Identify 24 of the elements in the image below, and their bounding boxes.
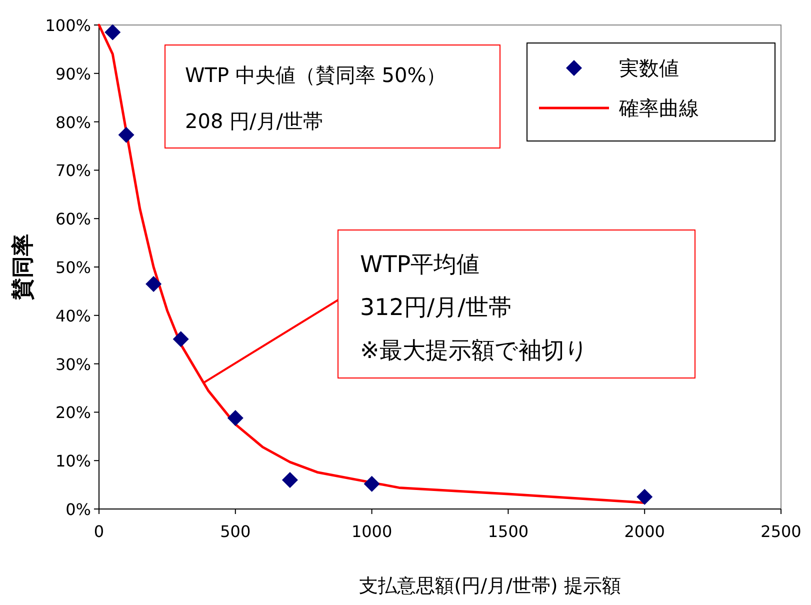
legend-label: 実数値 xyxy=(619,56,679,80)
y-tick-label: 50% xyxy=(55,258,91,277)
y-tick-label: 100% xyxy=(45,16,91,35)
x-tick-label: 2000 xyxy=(624,522,665,541)
y-tick-label: 0% xyxy=(66,500,91,519)
y-tick-label: 60% xyxy=(55,210,91,229)
y-tick-label: 70% xyxy=(55,161,91,180)
x-tick-label: 500 xyxy=(220,522,251,541)
annotation: 208 円/月/世帯 xyxy=(185,109,324,133)
x-tick-label: 2500 xyxy=(760,522,802,541)
x-axis-title: 支払意思額(円/月/世帯) 提示額 xyxy=(359,575,621,597)
y-tick-label: 10% xyxy=(55,452,91,471)
x-tick-label: 1000 xyxy=(351,522,392,541)
annotation: WTP 中央値（賛同率 50%） xyxy=(185,63,446,87)
x-tick-label: 0 xyxy=(94,522,104,541)
annotation: WTP平均値 312円/月/世帯 ※最大提示額で袖切り xyxy=(360,252,588,364)
y-tick-label: 30% xyxy=(55,354,91,374)
x-tick-label: 1500 xyxy=(488,522,529,541)
y-tick-label: 40% xyxy=(55,306,91,326)
legend-label: 確率曲線 xyxy=(618,96,699,120)
y-tick-label: 80% xyxy=(55,112,91,132)
y-tick-label: 20% xyxy=(55,403,91,422)
y-axis-title: 賛同率 xyxy=(10,234,36,301)
y-tick-label: 90% xyxy=(55,64,91,84)
